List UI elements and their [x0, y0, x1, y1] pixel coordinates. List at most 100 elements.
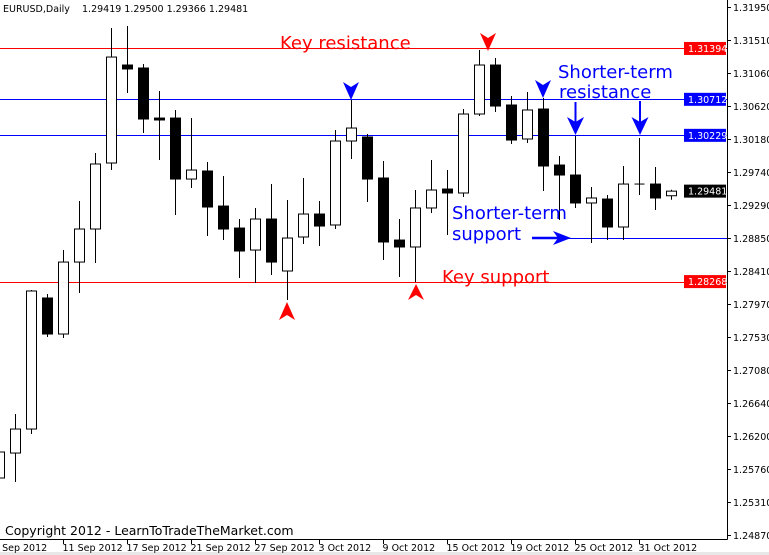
candle-body: [666, 190, 677, 197]
candle-body: [42, 297, 53, 335]
key-resistance-label: Key resistance: [280, 33, 411, 54]
candle-body: [538, 108, 549, 167]
bearish-candle: [202, 162, 213, 237]
red-up-arrow-icon: [408, 284, 424, 300]
candle-body: [490, 64, 501, 107]
bullish-candle: [666, 189, 677, 200]
candle-body: [250, 218, 261, 251]
candle-body: [346, 127, 357, 142]
bullish-candle: [90, 153, 101, 264]
copyright-text: Copyright 2012 - LearnToTradeTheMarket.c…: [5, 523, 294, 538]
blue-down-arrow-icon: [343, 82, 359, 100]
bullish-candle: [282, 200, 293, 301]
bullish-candle: [634, 138, 645, 196]
time-axis: 5 Sep 2012 11 Sep 2012 17 Sep 2012 21 Sep 2…: [0, 539, 697, 554]
bearish-candle: [538, 97, 549, 191]
bullish-candle: [522, 92, 533, 144]
bearish-candle: [378, 161, 389, 261]
red-up-arrow-icon: [279, 302, 295, 320]
candle-body: [330, 140, 341, 226]
bullish-candle: [474, 50, 485, 117]
candle-body: [554, 164, 565, 176]
time-tick-label: 17 Sep 2012: [127, 543, 187, 554]
candle-body: [106, 56, 117, 164]
bearish-candle: [266, 184, 277, 276]
bullish-candle: [410, 190, 421, 283]
price-tick-label: 1.26200: [733, 432, 769, 443]
bullish-candle: [346, 99, 357, 159]
time-tick-label: 27 Sep 2012: [255, 543, 315, 554]
price-label-box: [684, 128, 726, 142]
horizontal-lines: [0, 48, 727, 283]
bullish-candle: [0, 451, 5, 479]
candle-body: [298, 213, 309, 238]
candle-body: [602, 198, 613, 228]
candle-body: [74, 228, 85, 263]
price-tick-label: 1.31510: [733, 36, 769, 47]
red-down-arrow-icon: [480, 33, 496, 51]
candle-body: [362, 136, 373, 180]
time-tick-label: 9 Oct 2012: [383, 543, 436, 554]
bullish-candle: [106, 28, 117, 171]
candle-body: [378, 177, 389, 243]
price-tick-label: 1.31950: [733, 3, 769, 14]
bearish-candle: [122, 26, 133, 93]
bullish-candle: [74, 201, 85, 293]
symbol-label: EURUSD,Daily: [3, 4, 70, 15]
price-tick-label: 1.28410: [733, 267, 769, 278]
bullish-candle: [26, 290, 37, 435]
bullish-candle: [330, 129, 341, 230]
bullish-candle: [586, 187, 597, 244]
bullish-candle: [58, 250, 69, 339]
candle-body: [218, 205, 229, 230]
price-axis: 1.31950 1.31510 1.31060 1.30620 1.30180 1.297…: [727, 3, 769, 542]
candle-body: [0, 451, 5, 479]
bullish-candle: [458, 109, 469, 198]
price-label: 1.31394: [688, 44, 727, 55]
bearish-candle: [554, 156, 565, 220]
time-tick-label: 25 Oct 2012: [575, 543, 634, 554]
shorter-term-resistance-label-line2: resistance: [559, 82, 651, 103]
candle-body: [458, 113, 469, 194]
shorter-term-resistance-label-line1: Shorter-term: [558, 62, 673, 83]
candle-body: [442, 188, 453, 194]
price-label-box: [684, 41, 726, 55]
price-label-box: [684, 184, 726, 198]
candle-body: [522, 109, 533, 140]
shorter-term-support-label-line2: support: [452, 224, 521, 245]
time-tick-label: 3 Oct 2012: [319, 543, 372, 554]
price-tick-label: 1.27080: [733, 366, 769, 377]
bearish-candle: [314, 201, 325, 247]
bearish-candle: [650, 167, 661, 210]
time-tick-label: 15 Oct 2012: [447, 543, 506, 554]
key-support-label: Key support: [442, 267, 549, 288]
bearish-candle: [490, 58, 501, 113]
bearish-candle: [138, 63, 149, 134]
candle-body: [10, 428, 21, 454]
time-tick-label: 21 Sep 2012: [191, 543, 251, 554]
window-bottom-edge: [0, 552, 769, 555]
bearish-candle: [42, 294, 53, 337]
bearish-candle: [154, 90, 165, 161]
time-tick-label: 19 Oct 2012: [511, 543, 570, 554]
blue-arrow-down-icon: [631, 101, 649, 135]
bearish-candle: [362, 134, 373, 203]
bearish-candle: [570, 136, 581, 208]
candle-body: [570, 174, 581, 204]
price-tick-label: 1.30620: [733, 102, 769, 113]
candle-body: [650, 183, 661, 199]
blue-arrow-right-icon: [532, 231, 571, 245]
price-label-box: [684, 275, 726, 289]
price-tick-label: 1.27530: [733, 333, 769, 344]
candle-body: [138, 67, 149, 120]
candle-body: [170, 117, 181, 180]
time-tick-label: 5 Sep 2012: [0, 543, 47, 554]
bearish-candle: [394, 219, 405, 278]
bullish-candle: [186, 118, 197, 188]
bearish-candle: [218, 175, 229, 241]
price-label: 1.30229: [688, 131, 727, 142]
candle-body: [586, 197, 597, 204]
price-label-box: [684, 92, 726, 106]
candle-body: [474, 64, 485, 115]
